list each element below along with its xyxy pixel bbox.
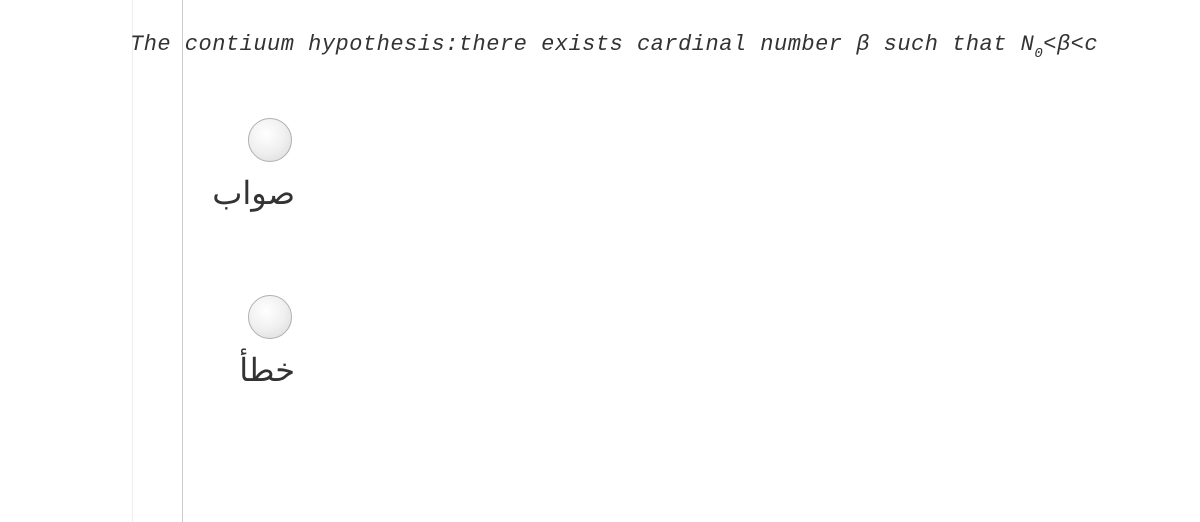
question-statement: The contiuum hypothesis:there exists car… <box>130 32 1098 60</box>
radio-false[interactable] <box>248 295 292 339</box>
option-false-group: خطأ <box>195 295 295 389</box>
option-false-label: خطأ <box>195 351 295 389</box>
question-subscript: 0 <box>1034 46 1043 62</box>
question-text-prefix: The contiuum hypothesis:there exists car… <box>130 32 1034 57</box>
option-true-group: صواب <box>195 118 295 212</box>
margin-line-light <box>132 0 133 522</box>
margin-line <box>182 0 183 522</box>
question-text-suffix: <β<c <box>1043 32 1098 57</box>
radio-true[interactable] <box>248 118 292 162</box>
option-true-label: صواب <box>195 174 295 212</box>
